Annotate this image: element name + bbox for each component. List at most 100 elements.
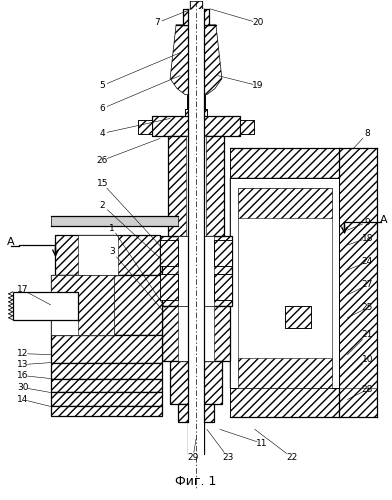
Text: 13: 13 — [17, 360, 28, 369]
Bar — [168, 136, 224, 236]
Text: 6: 6 — [100, 104, 105, 113]
Text: 7: 7 — [154, 18, 160, 28]
Bar — [160, 240, 178, 266]
Text: 3: 3 — [109, 248, 115, 256]
Bar — [178, 404, 214, 422]
Bar — [240, 120, 254, 134]
Bar — [51, 378, 162, 392]
Bar — [162, 306, 230, 360]
Bar — [178, 236, 214, 306]
Bar — [238, 188, 332, 218]
Bar — [51, 406, 162, 416]
Bar — [238, 188, 332, 380]
Bar — [118, 258, 162, 276]
Bar — [214, 274, 232, 300]
Text: 12: 12 — [17, 349, 28, 358]
Polygon shape — [230, 178, 339, 388]
Text: A: A — [379, 215, 387, 225]
Polygon shape — [170, 25, 222, 94]
Text: 30: 30 — [17, 383, 28, 392]
Text: 15: 15 — [96, 178, 108, 188]
Bar — [187, 94, 205, 108]
Bar — [160, 274, 178, 300]
Bar — [238, 358, 332, 388]
Bar — [185, 108, 207, 116]
Text: 1: 1 — [109, 224, 115, 232]
Bar — [51, 275, 162, 334]
Text: 25: 25 — [362, 304, 373, 312]
Text: A: A — [7, 237, 15, 247]
Bar — [188, 422, 204, 454]
Bar — [138, 120, 152, 134]
Text: 14: 14 — [17, 395, 28, 404]
Bar — [230, 388, 377, 418]
Bar — [56, 235, 160, 275]
Text: 20: 20 — [252, 18, 263, 28]
Bar — [162, 306, 230, 360]
Bar — [188, 422, 204, 454]
Bar — [78, 235, 118, 275]
Bar — [214, 274, 232, 300]
Text: 23: 23 — [222, 453, 234, 462]
Text: 17: 17 — [17, 286, 28, 294]
Text: 10: 10 — [362, 355, 373, 364]
Bar — [51, 275, 114, 334]
Text: 5: 5 — [100, 81, 105, 90]
Bar — [51, 334, 162, 362]
Bar — [160, 236, 232, 306]
Bar — [152, 116, 240, 136]
Text: 2: 2 — [100, 200, 105, 209]
Bar — [214, 240, 232, 266]
Bar — [152, 116, 240, 136]
Bar — [285, 306, 310, 328]
Text: 4: 4 — [100, 129, 105, 138]
Text: 29: 29 — [187, 453, 199, 462]
Text: Фиг. 1: Фиг. 1 — [175, 474, 217, 488]
Bar — [183, 9, 209, 25]
Bar — [240, 120, 254, 134]
Bar — [339, 148, 377, 418]
Text: 22: 22 — [286, 453, 297, 462]
Bar — [185, 108, 207, 116]
Bar — [51, 362, 162, 378]
Bar — [214, 240, 232, 266]
Bar — [178, 404, 214, 422]
Text: 28: 28 — [362, 385, 373, 394]
Text: 18: 18 — [362, 234, 373, 242]
Bar — [183, 9, 209, 25]
Bar — [168, 136, 224, 236]
Bar — [51, 378, 162, 392]
Bar — [138, 120, 152, 134]
Text: 26: 26 — [97, 156, 108, 165]
Bar — [51, 392, 162, 406]
Bar — [230, 178, 339, 388]
Bar — [56, 235, 160, 275]
Bar — [188, 9, 204, 462]
Bar — [187, 94, 205, 108]
Text: 9: 9 — [365, 218, 370, 226]
Bar — [51, 216, 178, 226]
Bar — [160, 236, 232, 306]
Bar — [190, 1, 202, 9]
Bar — [13, 292, 78, 320]
Bar — [186, 136, 206, 236]
Text: 11: 11 — [256, 439, 267, 448]
Text: 19: 19 — [252, 81, 263, 90]
Bar — [178, 306, 214, 360]
Bar — [51, 362, 162, 378]
Bar — [118, 258, 162, 276]
Text: 27: 27 — [362, 280, 373, 289]
Bar — [285, 306, 310, 328]
Bar — [160, 274, 178, 300]
Text: 24: 24 — [362, 258, 373, 266]
Text: 16: 16 — [17, 371, 28, 380]
Bar — [160, 240, 178, 266]
Bar — [51, 334, 162, 362]
Bar — [170, 360, 222, 405]
Polygon shape — [51, 275, 114, 334]
Text: 8: 8 — [365, 129, 370, 138]
Bar — [170, 360, 222, 405]
Bar — [51, 406, 162, 416]
Bar — [51, 392, 162, 406]
Text: 21: 21 — [362, 330, 373, 339]
